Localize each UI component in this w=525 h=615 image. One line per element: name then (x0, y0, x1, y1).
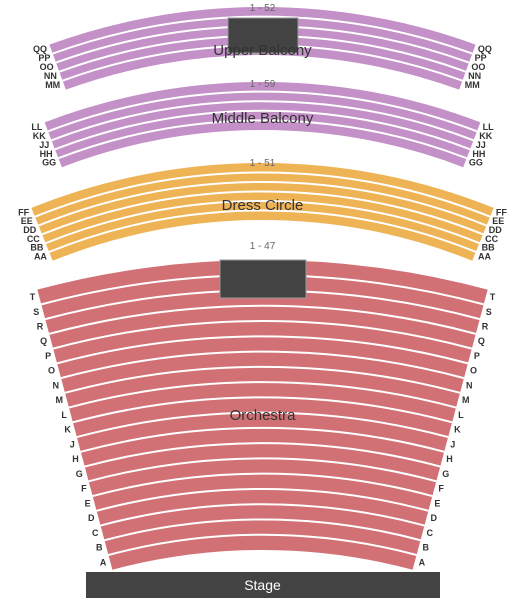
stage: Stage (86, 572, 440, 598)
range-orchestra: 1 - 47 (250, 241, 276, 252)
row-label-orchestra-left: Q (40, 336, 47, 346)
row-label-orchestra-right: O (470, 366, 477, 376)
row-label-orchestra-right: N (466, 380, 473, 390)
row-label-orchestra-left: E (85, 498, 91, 508)
row-label-orchestra-left: B (96, 543, 103, 553)
label-upper-balcony: Upper Balcony (213, 42, 312, 59)
row-label-orchestra-left: P (45, 351, 51, 361)
row-label-orchestra-left: G (76, 469, 83, 479)
row-label-orchestra-left: M (55, 395, 63, 405)
row-label-orchestra-left: D (88, 513, 95, 523)
row-label-orchestra-right: H (446, 454, 453, 464)
row-label-orchestra-right: R (482, 322, 489, 332)
row-label-orchestra-left: A (100, 557, 107, 567)
row-label-orchestra-left: K (64, 425, 71, 435)
range-dress-circle: 1 - 51 (250, 158, 276, 169)
row-label-orchestra-left: L (61, 410, 67, 420)
row-label-orchestra-right: B (423, 543, 430, 553)
row-label-orchestra-right: G (442, 469, 449, 479)
label-orchestra: Orchestra (230, 407, 297, 424)
row-label-orchestra-left: R (37, 322, 44, 332)
row-label-orchestra-right: L (458, 410, 464, 420)
row-label-orchestra-right: E (434, 498, 440, 508)
row-label-orchestra-left: H (72, 454, 79, 464)
row-label-orchestra-right: D (430, 513, 437, 523)
row-label-orchestra-right: C (426, 528, 433, 538)
row-label-middle-balcony-right: GG (469, 158, 483, 168)
row-label-orchestra-right: J (450, 439, 455, 449)
range-middle-balcony: 1 - 59 (250, 79, 276, 90)
row-label-orchestra-left: C (92, 528, 99, 538)
row-label-dress-circle-left: AA (34, 251, 47, 261)
row-label-orchestra-right: Q (478, 336, 485, 346)
row-label-orchestra-left: F (81, 484, 87, 494)
row-label-orchestra-right: M (462, 395, 470, 405)
row-label-middle-balcony-left: GG (42, 158, 56, 168)
row-label-dress-circle-right: AA (478, 251, 491, 261)
row-label-orchestra-left: N (53, 380, 60, 390)
row-label-upper-balcony-right: MM (465, 80, 480, 90)
range-upper-balcony: 1 - 52 (250, 3, 276, 14)
booth-orchestra (220, 260, 306, 298)
row-label-orchestra-right: K (454, 425, 461, 435)
row-label-orchestra-right: T (490, 292, 496, 302)
row-label-orchestra-left: S (33, 307, 39, 317)
row-label-orchestra-right: A (419, 557, 426, 567)
section-orchestra[interactable]: TTSSRRQQPPOONNMMLLKKJJHHGGFFEEDDCCBBAA1 … (30, 241, 496, 570)
row-label-upper-balcony-left: MM (45, 80, 60, 90)
row-label-orchestra-left: J (70, 439, 75, 449)
seating-chart: QQQQPPPPOOOONNNNMMMM1 - 52Upper BalconyL… (0, 0, 525, 615)
row-label-orchestra-right: S (486, 307, 492, 317)
row-label-orchestra-right: P (474, 351, 480, 361)
stage-label: Stage (244, 577, 281, 593)
row-label-orchestra-left: O (48, 366, 55, 376)
label-dress-circle: Dress Circle (222, 197, 304, 214)
label-middle-balcony: Middle Balcony (212, 110, 314, 127)
row-label-orchestra-left: T (30, 292, 36, 302)
row-label-orchestra-right: F (438, 484, 444, 494)
